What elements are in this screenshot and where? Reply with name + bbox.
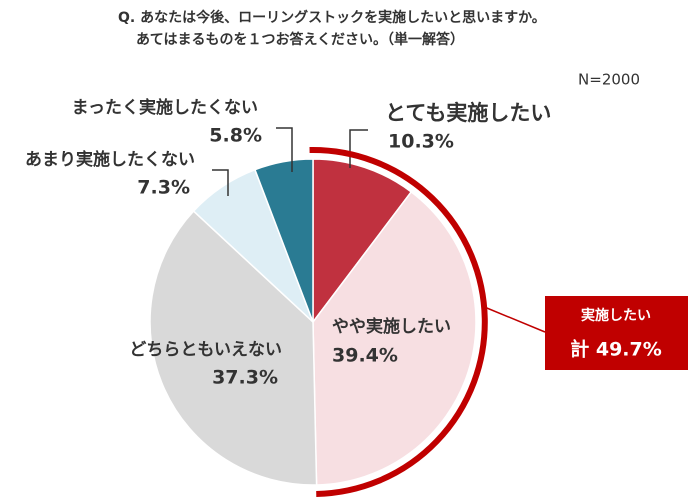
- slice-label: あまり実施したくない: [25, 149, 195, 170]
- slice-value: 10.3%: [388, 131, 454, 153]
- pie-slice: [149, 210, 318, 486]
- pie-slice: [253, 158, 314, 323]
- slice-label: やや実施したい: [332, 316, 451, 337]
- slice-label: どちらともいえない: [129, 340, 282, 360]
- callout-line: [481, 305, 546, 333]
- slice-label: とても実施したい: [385, 101, 551, 125]
- chart-title: Q. あなたは今後、ローリングストックを実施したいと思いますか。: [118, 9, 546, 26]
- slice-value: 7.3%: [137, 177, 190, 199]
- slice-value: 37.3%: [212, 367, 278, 389]
- pie: [149, 158, 477, 486]
- leader-line: [276, 127, 293, 172]
- leader-line: [349, 129, 368, 168]
- callout-box: [545, 296, 688, 370]
- pie-slice: [312, 190, 477, 486]
- callout-value: 計 49.7%: [570, 338, 662, 361]
- slice-label: まったく実施したくない: [72, 97, 258, 118]
- pie-slice: [312, 158, 413, 325]
- leader-line: [212, 169, 229, 196]
- sample-size: N=2000: [578, 71, 640, 89]
- slice-value: 5.8%: [209, 125, 262, 147]
- total-arc: [309, 147, 488, 497]
- slice-value: 39.4%: [332, 345, 398, 367]
- chart-subtitle: あてはまるものを１つお答えください。（単一解答）: [136, 31, 464, 48]
- callout-label: 実施したい: [581, 307, 651, 324]
